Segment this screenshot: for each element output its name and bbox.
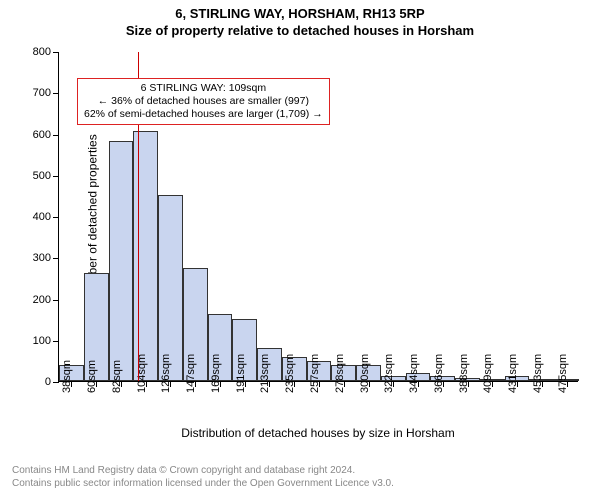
x-tick-label: 344sqm (408, 354, 420, 393)
title-address: 6, STIRLING WAY, HORSHAM, RH13 5RP (0, 0, 600, 21)
y-tick (53, 176, 59, 177)
y-tick-label: 100 (33, 335, 51, 347)
footer-line-2: Contains public sector information licen… (12, 478, 394, 491)
plot-area: Number of detached properties 0100200300… (58, 52, 578, 382)
y-tick (53, 258, 59, 259)
x-tick-label: 366sqm (433, 354, 445, 393)
histogram-bar (109, 141, 134, 381)
x-tick-label: 431sqm (507, 354, 519, 393)
y-tick-label: 0 (45, 376, 51, 388)
callout-line: 62% of semi-detached houses are larger (… (84, 108, 323, 121)
x-tick-label: 388sqm (458, 354, 470, 393)
y-tick (53, 341, 59, 342)
x-tick-label: 126sqm (160, 354, 172, 393)
x-tick-label: 147sqm (185, 354, 197, 393)
histogram-bar (133, 131, 158, 381)
x-tick-label: 278sqm (334, 354, 346, 393)
plot-inner: 010020030040050060070080038sqm60sqm82sqm… (58, 52, 578, 382)
x-tick-label: 475sqm (557, 354, 569, 393)
callout-line: 6 STIRLING WAY: 109sqm (84, 82, 323, 95)
x-tick-label: 453sqm (532, 354, 544, 393)
x-axis-label: Distribution of detached houses by size … (58, 426, 578, 440)
x-tick-label: 38sqm (61, 360, 73, 393)
x-tick-label: 300sqm (359, 354, 371, 393)
x-tick-label: 82sqm (111, 360, 123, 393)
callout-box: 6 STIRLING WAY: 109sqm← 36% of detached … (77, 78, 330, 125)
x-tick-label: 409sqm (482, 354, 494, 393)
y-tick-label: 600 (33, 129, 51, 141)
x-tick-label: 322sqm (383, 354, 395, 393)
y-tick-label: 500 (33, 170, 51, 182)
y-tick-label: 800 (33, 46, 51, 58)
y-tick-label: 400 (33, 211, 51, 223)
y-tick (53, 217, 59, 218)
callout-line: ← 36% of detached houses are smaller (99… (84, 95, 323, 108)
y-tick-label: 300 (33, 252, 51, 264)
footer-line-1: Contains HM Land Registry data © Crown c… (12, 465, 394, 478)
x-tick-label: 60sqm (86, 360, 98, 393)
x-tick-label: 213sqm (259, 354, 271, 393)
chart-container: 6, STIRLING WAY, HORSHAM, RH13 5RP Size … (0, 0, 600, 500)
y-tick (53, 93, 59, 94)
x-tick-label: 235sqm (284, 354, 296, 393)
x-tick-label: 257sqm (309, 354, 321, 393)
y-tick-label: 700 (33, 87, 51, 99)
title-subtitle: Size of property relative to detached ho… (0, 21, 600, 38)
x-tick-label: 191sqm (235, 354, 247, 393)
y-tick (53, 52, 59, 53)
y-tick-label: 200 (33, 294, 51, 306)
y-tick (53, 382, 59, 383)
footer-attribution: Contains HM Land Registry data © Crown c… (12, 465, 394, 490)
y-tick (53, 135, 59, 136)
x-tick-label: 169sqm (210, 354, 222, 393)
y-tick (53, 300, 59, 301)
